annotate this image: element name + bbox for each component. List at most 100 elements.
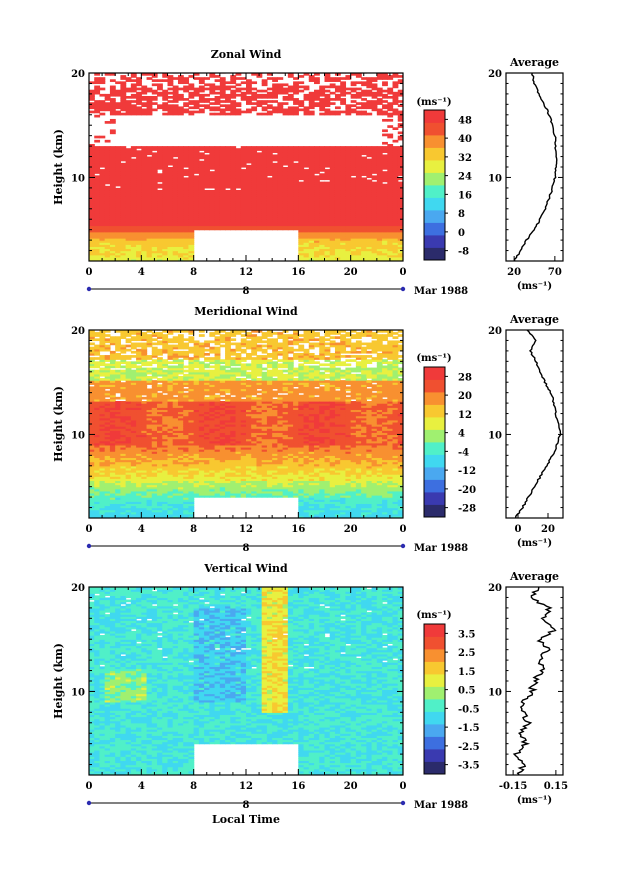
heatmap-cell — [403, 146, 409, 149]
heatmap-cell — [403, 203, 409, 206]
heatmap-cell — [99, 355, 105, 358]
heatmap-cell — [403, 90, 409, 93]
x-tick-label: 16 — [291, 267, 305, 278]
heatmap-cell — [298, 109, 304, 112]
heatmap-cell — [387, 144, 393, 147]
heatmap-cell — [403, 138, 409, 141]
colorbar-swatch — [424, 248, 445, 261]
heatmap-cell — [403, 225, 409, 228]
heatmap-cell — [403, 75, 409, 78]
heatmap-cell — [403, 242, 409, 245]
heatmap-cell — [194, 175, 200, 178]
heatmap-cell — [183, 177, 189, 180]
heatmap-cell — [256, 146, 262, 149]
heatmap-cell — [141, 96, 147, 99]
heatmap-cell — [403, 86, 409, 89]
heatmap-cell — [209, 171, 215, 174]
heatmap-cell — [267, 177, 273, 180]
heatmap-cell — [147, 368, 153, 371]
heatmap-cell — [220, 109, 226, 112]
heatmap-cell — [288, 94, 294, 97]
heatmap-cell — [178, 88, 184, 91]
heatmap-cell — [293, 81, 299, 84]
heatmap-cell — [147, 157, 153, 160]
heatmap-cell — [89, 111, 95, 114]
heatmap-cell — [225, 113, 231, 116]
heatmap-cell — [152, 90, 158, 93]
avg-profile-line — [515, 73, 557, 261]
heatmap-cell — [183, 77, 189, 80]
heatmap-cell — [262, 100, 268, 103]
heatmap-cell — [115, 90, 121, 93]
heatmap-cell — [241, 111, 247, 114]
heatmap-cell — [403, 167, 409, 170]
heatmap-cell — [403, 165, 409, 168]
heatmap-cell — [403, 180, 409, 183]
heatmap-cell — [387, 119, 393, 122]
heatmap-cell — [403, 213, 409, 216]
heatmap-cell — [115, 111, 121, 114]
colorbar-swatch — [424, 110, 445, 123]
heatmap-cell — [131, 79, 137, 82]
heatmap-cell — [162, 113, 168, 116]
heatmap-cell — [152, 79, 158, 82]
colorbar-tick-label: 0 — [458, 228, 465, 239]
heatmap-cell — [204, 88, 210, 91]
heatmap-cell — [330, 102, 336, 105]
heatmap-cell — [304, 106, 310, 109]
heatmap-cell — [403, 246, 409, 249]
heatmap-cell — [293, 98, 299, 101]
avg-unit-label: (ms⁻¹) — [517, 281, 552, 292]
heatmap-cell — [330, 77, 336, 80]
heatmap-cell — [110, 129, 116, 132]
heatmap-cell — [236, 148, 242, 151]
heatmap-cell — [277, 102, 283, 105]
heatmap-cell — [262, 79, 268, 82]
heatmap-cell — [230, 90, 236, 93]
heatmap-cell — [94, 361, 100, 364]
heatmap-cell — [183, 146, 189, 149]
heatmap-cell — [147, 361, 153, 364]
heatmap-cell — [361, 77, 367, 80]
heatmap-cell — [393, 140, 399, 143]
heatmap-cell — [262, 146, 268, 149]
heatmap-cell — [209, 113, 215, 116]
heatmap-cell — [403, 188, 409, 191]
x-tick-label: 12 — [239, 267, 253, 278]
heatmap-cell — [199, 86, 205, 89]
heatmap-cell — [288, 146, 294, 149]
heatmap-cell — [382, 94, 388, 97]
heatmap-cell — [366, 90, 372, 93]
heatmap-cell — [403, 77, 409, 80]
heatmap-cell — [105, 355, 111, 358]
heatmap-cell — [162, 102, 168, 105]
heatmap-cell — [340, 77, 346, 80]
heatmap-cell — [351, 88, 357, 91]
x-tick-label: 4 — [138, 267, 145, 278]
heatmap-cell — [314, 175, 320, 178]
heatmap-cell — [403, 240, 409, 243]
heatmap-cell — [272, 83, 278, 86]
heatmap-cell — [152, 152, 158, 155]
heatmap-cell — [215, 96, 221, 99]
heatmap-cell — [256, 152, 262, 155]
heatmap-cell — [403, 209, 409, 212]
heatmap-cell — [89, 347, 95, 350]
heatmap-cell — [372, 146, 378, 149]
heatmap-cell — [251, 106, 257, 109]
heatmap-cell — [194, 111, 200, 114]
heatmap-cell — [382, 81, 388, 84]
heatmap-cell — [372, 175, 378, 178]
heatmap-cell — [345, 104, 351, 107]
heatmap-cell — [403, 171, 409, 174]
heatmap-cell — [225, 81, 231, 84]
heatmap-zonal — [89, 71, 409, 262]
colorbar-tick-label: 16 — [458, 190, 472, 201]
heatmap-cell — [246, 165, 252, 168]
heatmap-cell — [382, 119, 388, 122]
avg-x-tick-label: 70 — [548, 267, 562, 278]
heatmap-cell — [262, 106, 268, 109]
heatmap-cell — [236, 190, 242, 193]
heatmap-cell — [204, 94, 210, 97]
heatmap-meridional — [89, 328, 409, 519]
